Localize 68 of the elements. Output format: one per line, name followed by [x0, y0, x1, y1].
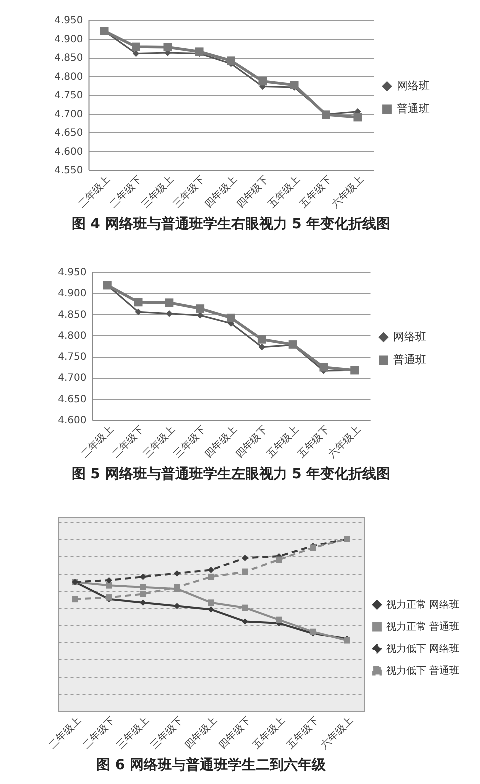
point [106, 582, 112, 589]
x-tick-label: 二年级上 [76, 174, 113, 211]
point [134, 298, 143, 307]
point [242, 618, 248, 625]
y-tick-label: 4.750 [54, 90, 84, 102]
point [132, 50, 140, 58]
y-tick-label: 4.750 [58, 352, 87, 364]
legend-label: 视力低下 普通班 [386, 665, 460, 677]
y-tick-label: 4.650 [54, 128, 84, 139]
legend-label: 视力低下 网络班 [386, 643, 460, 655]
point [165, 298, 174, 308]
point [106, 577, 112, 584]
point [208, 600, 214, 606]
text: 图 6 网络班与普通班学生二到六年级 [96, 756, 327, 774]
point [164, 43, 172, 52]
point [290, 81, 299, 90]
point [140, 600, 146, 606]
legend-label: 视力正常 网络班 [386, 599, 460, 611]
y-tick-label: 4.850 [58, 310, 87, 321]
text: 图 5 网络班与普通班学生左眼视力 5 年变化折线图 [72, 465, 391, 482]
y-tick-label: 4.600 [54, 146, 84, 158]
y-tick-label: 4.800 [58, 330, 87, 342]
y-tick-label: 4.650 [58, 394, 87, 406]
y-tick-label: 4.600 [58, 416, 87, 426]
point [276, 616, 282, 624]
point [140, 584, 146, 591]
point [242, 604, 248, 612]
y-tick-label: 4.800 [54, 72, 84, 83]
point [208, 567, 214, 574]
point [258, 344, 266, 351]
point [174, 603, 180, 610]
legend-label: 普通班 [396, 102, 430, 116]
point [354, 113, 362, 122]
point [72, 596, 78, 603]
point [196, 304, 205, 313]
y-tick-label: 4.700 [58, 373, 87, 384]
point [208, 574, 214, 580]
y-tick-label: 4.900 [54, 34, 84, 46]
point [258, 335, 266, 344]
point [208, 606, 214, 613]
point [227, 314, 236, 322]
point [135, 308, 142, 316]
x-tick-label: 六年级上 [326, 424, 364, 461]
point [197, 312, 204, 319]
y-tick-label: 4.950 [54, 16, 84, 26]
point [174, 570, 180, 577]
point [166, 310, 173, 318]
point [140, 591, 146, 598]
point [227, 56, 236, 66]
point [320, 363, 328, 372]
y-tick-label: 4.550 [54, 166, 84, 176]
point [242, 568, 248, 576]
point [258, 77, 268, 86]
legend-label: 网络班 [393, 330, 426, 344]
legend-label: 网络班 [396, 80, 430, 92]
point [140, 574, 146, 580]
point [276, 556, 282, 564]
point [195, 48, 204, 56]
y-tick-label: 4.900 [58, 288, 87, 300]
text: 图 4 网络班与普通班学生右眼视力 5 年变化折线图 [72, 215, 391, 232]
x-tick-label: 六年级上 [329, 174, 366, 211]
y-tick-label: 4.950 [58, 268, 87, 278]
y-tick-label: 4.700 [54, 109, 84, 120]
legend-label: 普通班 [393, 354, 426, 366]
point [132, 42, 140, 52]
point [242, 555, 248, 562]
legend-label: 视力正常 普通班 [386, 621, 460, 633]
y-tick-label: 4.850 [54, 53, 84, 64]
